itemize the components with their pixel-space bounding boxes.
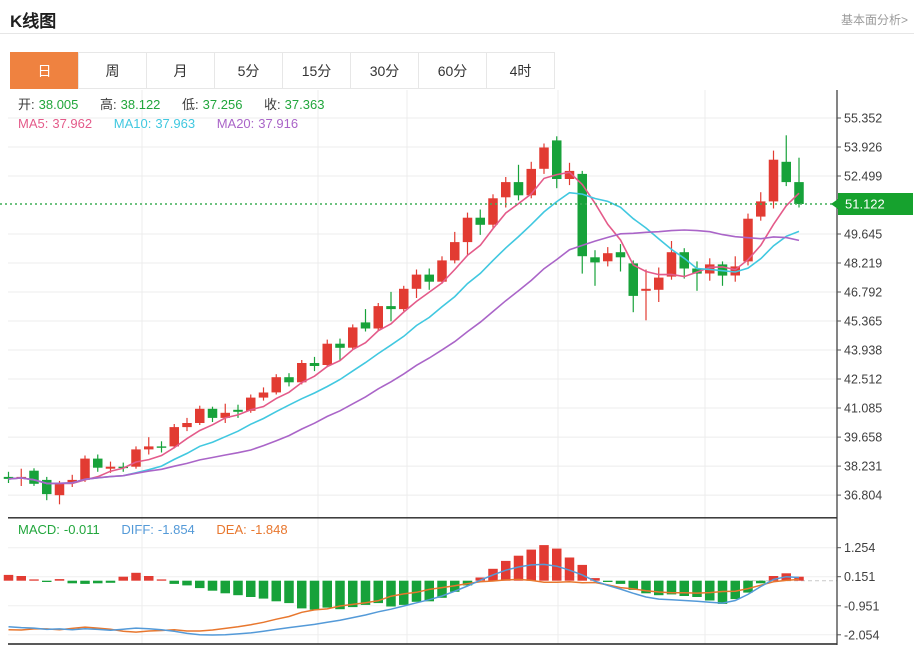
header: K线图 基本面分析> <box>0 0 914 34</box>
header-divider <box>0 33 914 34</box>
tab-15min[interactable]: 15分 <box>282 52 351 89</box>
svg-text:46.792: 46.792 <box>844 286 882 300</box>
svg-text:0.151: 0.151 <box>844 570 875 584</box>
svg-text:43.938: 43.938 <box>844 344 882 358</box>
svg-text:39.658: 39.658 <box>844 431 882 445</box>
svg-text:52.499: 52.499 <box>844 170 882 184</box>
tab-month[interactable]: 月 <box>146 52 215 89</box>
fundamental-analysis-link[interactable]: 基本面分析> <box>840 13 908 27</box>
svg-text:38.231: 38.231 <box>844 460 882 474</box>
tab-day[interactable]: 日 <box>10 52 79 89</box>
page-title: K线图 <box>10 12 57 31</box>
svg-text:48.219: 48.219 <box>844 257 882 271</box>
price-chart[interactable]: 55.352 53.926 52.499 49.645 48.219 46.792 45.3… <box>0 90 914 517</box>
svg-text:41.085: 41.085 <box>844 402 882 416</box>
svg-text:-2.054: -2.054 <box>844 628 879 642</box>
svg-text:42.512: 42.512 <box>844 373 882 387</box>
tab-week[interactable]: 周 <box>78 52 147 89</box>
tab-5min[interactable]: 5分 <box>214 52 283 89</box>
tab-60min[interactable]: 60分 <box>418 52 487 89</box>
svg-text:53.926: 53.926 <box>844 141 882 155</box>
svg-text:1.254: 1.254 <box>844 541 875 555</box>
svg-text:49.645: 49.645 <box>844 228 882 242</box>
svg-text:-0.951: -0.951 <box>844 599 879 613</box>
tab-4hour[interactable]: 4时 <box>486 52 555 89</box>
svg-text:45.365: 45.365 <box>844 315 882 329</box>
tab-30min[interactable]: 30分 <box>350 52 419 89</box>
macd-chart[interactable]: 1.254 0.151 -0.951 -2.054 <box>0 517 914 645</box>
svg-text:55.352: 55.352 <box>844 112 882 126</box>
svg-text:36.804: 36.804 <box>844 489 882 503</box>
svg-text:51.122: 51.122 <box>845 197 885 212</box>
timeframe-tabbar: 日 周 月 5分 15分 30分 60分 4时 <box>10 52 555 89</box>
